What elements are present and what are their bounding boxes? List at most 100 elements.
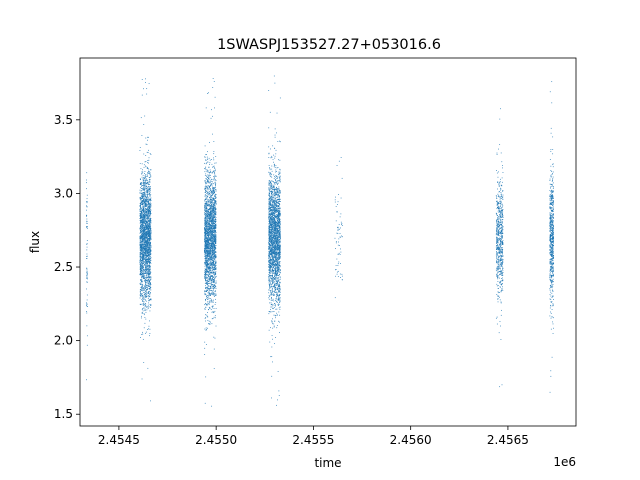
data-point [147, 237, 149, 239]
data-point [208, 171, 210, 173]
data-point [206, 290, 207, 292]
data-point [213, 260, 215, 262]
data-point [215, 219, 217, 220]
data-point [143, 200, 145, 202]
data-point [208, 263, 210, 265]
data-point [212, 183, 214, 185]
data-point [204, 205, 206, 206]
data-point [145, 177, 146, 179]
data-point [210, 207, 212, 208]
data-point [213, 198, 214, 200]
data-point [139, 266, 141, 268]
data-point [148, 269, 150, 271]
data-point [144, 309, 146, 311]
data-point [140, 237, 142, 239]
data-point [148, 258, 149, 260]
data-point [86, 268, 88, 269]
data-point [208, 242, 210, 244]
data-point [209, 274, 211, 275]
data-point [142, 230, 144, 231]
data-point [207, 215, 209, 217]
data-point [146, 196, 148, 198]
data-point [210, 282, 212, 284]
data-point [211, 227, 213, 229]
data-point [144, 268, 146, 270]
data-point [204, 250, 205, 251]
data-point [214, 268, 215, 270]
data-point [144, 223, 146, 225]
data-point [211, 231, 212, 232]
data-point [212, 245, 214, 247]
data-point [142, 202, 144, 204]
data-point [146, 234, 147, 235]
data-point [142, 262, 143, 264]
data-point [142, 310, 144, 312]
data-point [207, 161, 209, 163]
data-point [204, 245, 206, 247]
data-point [215, 286, 217, 287]
data-point [215, 232, 217, 234]
data-point [209, 257, 211, 259]
data-point [209, 240, 211, 241]
data-point [145, 239, 147, 241]
data-point [205, 231, 207, 232]
data-point [142, 265, 144, 267]
data-point [149, 283, 151, 285]
data-point [210, 252, 212, 254]
data-point [141, 293, 142, 295]
data-point [145, 232, 147, 234]
data-point [144, 230, 146, 232]
data-point [149, 281, 151, 283]
data-point [214, 310, 216, 312]
data-point [210, 230, 212, 232]
data-point [146, 260, 147, 262]
data-point [144, 220, 146, 222]
data-point [208, 238, 210, 240]
data-point [145, 235, 146, 236]
data-point [207, 251, 209, 253]
data-point [140, 232, 141, 234]
data-point [206, 282, 208, 283]
data-point [204, 227, 206, 229]
data-point [205, 237, 207, 239]
data-point [145, 223, 147, 225]
data-point [212, 206, 213, 208]
data-point [141, 173, 143, 174]
data-point [147, 203, 149, 205]
data-point [213, 204, 215, 206]
data-point [148, 189, 149, 191]
data-point [146, 274, 148, 276]
data-point [146, 231, 148, 232]
data-point [204, 237, 206, 239]
data-point [140, 224, 141, 226]
data-point [145, 81, 146, 83]
data-point [148, 219, 150, 221]
data-point [209, 219, 211, 221]
data-point [209, 250, 211, 252]
data-point [215, 247, 216, 249]
data-point [205, 270, 207, 272]
data-point [205, 190, 206, 192]
data-point [141, 163, 143, 165]
data-point [206, 222, 207, 224]
data-point [150, 269, 151, 271]
data-point [213, 273, 214, 275]
data-point [211, 254, 213, 256]
data-point [210, 218, 212, 220]
data-point [206, 211, 207, 213]
data-point [208, 272, 210, 274]
data-point [140, 239, 142, 241]
data-point [214, 213, 216, 215]
data-point [207, 250, 209, 252]
data-point [207, 251, 208, 253]
data-point [215, 241, 217, 242]
data-point [145, 250, 147, 252]
data-point [205, 202, 207, 204]
data-point [214, 291, 216, 293]
data-point [213, 195, 215, 197]
data-point [139, 262, 141, 263]
data-point [145, 239, 147, 241]
data-point [149, 256, 151, 257]
data-point [140, 197, 142, 199]
data-point [148, 246, 149, 248]
